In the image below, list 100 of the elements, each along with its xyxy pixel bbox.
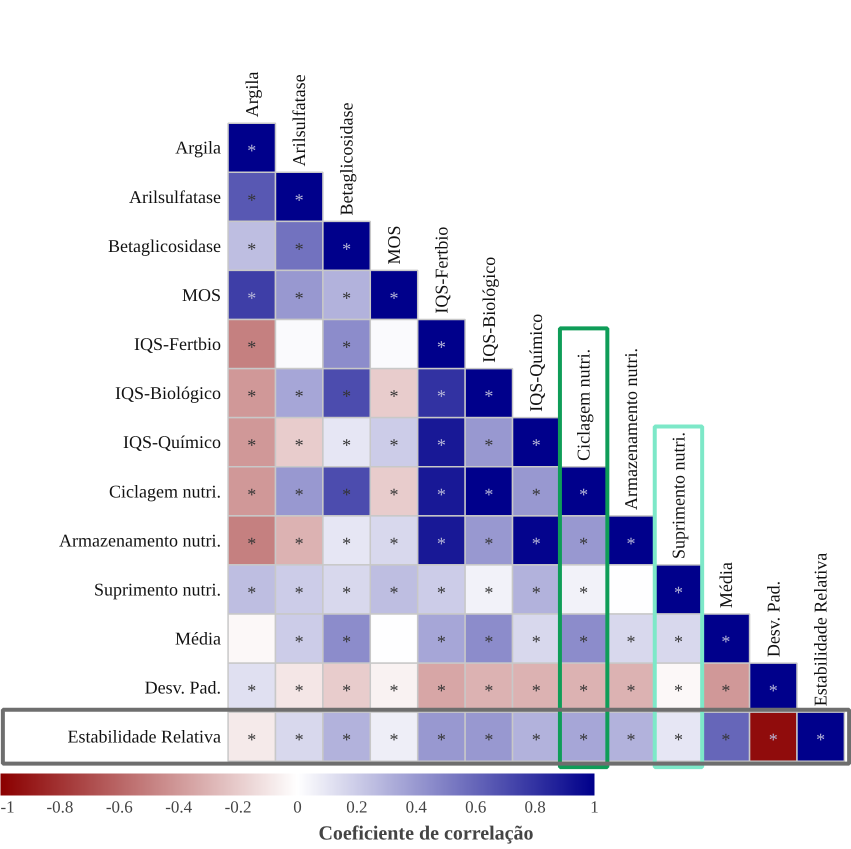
data-label: *: [484, 484, 494, 504]
data-label: *: [390, 680, 398, 701]
y-tick-label: Desv. Pad.: [144, 678, 221, 698]
x-tick-label: Ciclagem nutri.: [574, 348, 594, 461]
color-bar-label: 0: [293, 798, 302, 816]
color-bar-label: -0.2: [224, 798, 252, 816]
data-label: *: [532, 730, 541, 750]
data-label: *: [247, 680, 256, 701]
data-label: *: [484, 730, 494, 750]
color-bar-label: 0.8: [524, 798, 546, 816]
x-tick-label: Betaglicosidase: [336, 102, 357, 216]
data-label: *: [532, 582, 541, 602]
data-label: *: [626, 632, 636, 652]
data-label: *: [390, 730, 398, 750]
data-label: *: [532, 435, 541, 456]
data-label: *: [342, 337, 352, 358]
color-bar-label: -0.4: [165, 798, 193, 816]
data-label: *: [674, 582, 683, 602]
data-label: *: [626, 680, 636, 701]
x-tick-label: IQS-Fertbio: [431, 226, 452, 314]
color-bar-label: -0.8: [46, 798, 74, 816]
data-label: *: [247, 730, 256, 750]
color-bar-title: Coeficiente de correlação: [318, 822, 534, 844]
x-tick-label: Média: [716, 562, 736, 608]
x-tick-label: Suprimento nutri.: [668, 432, 688, 560]
data-label: *: [294, 680, 304, 701]
color-bar-label: 1: [590, 798, 599, 816]
data-label: *: [247, 435, 256, 456]
y-tick-label: Estabilidade Relativa: [68, 726, 221, 747]
data-label: *: [342, 730, 352, 750]
data-label: *: [484, 632, 494, 652]
data-label: *: [294, 238, 304, 259]
data-label: *: [342, 288, 352, 308]
data-label: *: [294, 190, 304, 210]
data-label: *: [721, 680, 730, 701]
data-label: *: [294, 386, 304, 406]
data-label: *: [294, 435, 304, 456]
data-label: *: [294, 288, 304, 308]
data-label: *: [436, 730, 446, 750]
data-label: *: [294, 730, 304, 750]
data-label: *: [436, 484, 446, 504]
data-label: *: [626, 533, 636, 554]
x-tick-label: Estabilidade Relativa: [810, 552, 831, 706]
y-tick-label: Arilsulfatase: [128, 186, 221, 207]
x-tick-label: IQS-Biológico: [478, 256, 499, 363]
data-label: *: [674, 730, 683, 750]
data-label: *: [436, 680, 446, 701]
data-label: *: [247, 238, 256, 259]
data-label: *: [579, 680, 588, 701]
data-label: *: [342, 632, 352, 652]
data-label: *: [294, 632, 304, 652]
data-label: *: [342, 238, 352, 259]
data-label: *: [247, 337, 256, 358]
data-label: *: [674, 632, 683, 652]
data-label: *: [768, 730, 778, 750]
data-label: *: [484, 582, 494, 602]
data-label: *: [247, 190, 256, 210]
data-label: *: [436, 337, 446, 358]
data-label: *: [532, 632, 541, 652]
data-label: *: [436, 632, 446, 652]
data-label: *: [342, 533, 352, 554]
data-label: *: [816, 730, 826, 750]
color-bar-label: 0.2: [346, 798, 368, 816]
x-tick-label: Armazenamento nutri.: [621, 348, 642, 510]
data-label: *: [436, 582, 446, 602]
color-bar-label: -0.6: [106, 798, 133, 816]
data-label: *: [342, 435, 352, 456]
data-label: *: [674, 680, 683, 701]
data-label: *: [484, 435, 494, 456]
data-label: *: [390, 582, 398, 602]
data-label: *: [294, 484, 304, 504]
data-label: *: [247, 140, 256, 161]
data-label: *: [247, 533, 256, 554]
data-label: *: [390, 386, 398, 406]
color-bar-label: -1: [0, 798, 15, 816]
data-label: *: [532, 680, 541, 701]
data-label: *: [390, 288, 398, 308]
data-label: *: [247, 386, 256, 406]
data-label: *: [342, 582, 352, 602]
data-label: *: [436, 533, 446, 554]
data-label: *: [294, 582, 304, 602]
y-tick-label: IQS-Fertbio: [134, 334, 221, 354]
data-label: *: [579, 730, 588, 750]
data-label: *: [532, 484, 541, 504]
data-label: *: [721, 632, 730, 652]
data-label: *: [390, 533, 398, 554]
x-tick-label: IQS-Químico: [526, 314, 546, 412]
data-label: *: [579, 582, 588, 602]
data-label: *: [390, 484, 398, 504]
data-label: *: [721, 730, 730, 750]
data-label: *: [390, 435, 398, 456]
data-label: *: [342, 484, 352, 504]
color-bar-label: 0.4: [406, 798, 428, 816]
data-label: *: [342, 680, 352, 701]
data-label: *: [579, 632, 588, 652]
data-label: *: [247, 288, 256, 308]
data-label: *: [484, 386, 494, 406]
x-tick-label: Desv. Pad.: [763, 580, 784, 658]
data-label: *: [626, 730, 636, 750]
data-label: *: [579, 484, 588, 504]
